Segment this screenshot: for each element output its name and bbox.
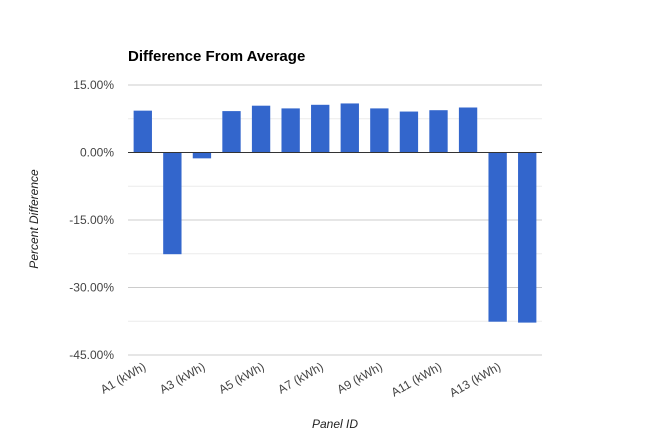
x-tick-label: A7 (kWh) bbox=[275, 359, 325, 396]
bar bbox=[429, 110, 448, 153]
bar bbox=[281, 108, 300, 153]
gridlines bbox=[128, 84, 542, 356]
y-tick-label: 15.00% bbox=[73, 78, 114, 92]
bar bbox=[458, 107, 478, 153]
y-tick-label: -15.00% bbox=[69, 213, 114, 227]
y-tick-label: -30.00% bbox=[69, 281, 114, 295]
bar bbox=[222, 111, 241, 153]
bar bbox=[370, 108, 389, 153]
bar bbox=[163, 152, 182, 255]
x-tick-label: A3 (kWh) bbox=[157, 359, 207, 396]
y-axis-title: Percent Difference bbox=[27, 169, 41, 269]
bar bbox=[340, 103, 359, 153]
x-tick-label: A11 (kWh) bbox=[389, 359, 444, 399]
y-tick-label: 0.00% bbox=[80, 146, 114, 160]
y-tick-label: -45.00% bbox=[69, 348, 114, 362]
x-axis-title: Panel ID bbox=[312, 417, 358, 431]
x-tick-label: A13 (kWh) bbox=[447, 359, 503, 399]
x-axis-ticks: A1 (kWh) A3 (kWh) A5 (kWh) A7 (kWh) A9 (kWh)… bbox=[98, 359, 503, 399]
y-axis-ticks: 15.00% 0.00% -15.00% -30.00% -45.00% bbox=[69, 78, 114, 362]
x-tick-label: A9 (kWh) bbox=[335, 359, 385, 396]
bar bbox=[192, 152, 212, 159]
x-tick-label: A5 (kWh) bbox=[216, 359, 266, 396]
chart-title: Difference From Average bbox=[128, 48, 305, 65]
bar bbox=[518, 152, 537, 323]
bars bbox=[133, 103, 537, 323]
x-tick-label: A1 (kWh) bbox=[98, 359, 148, 396]
bar bbox=[488, 152, 507, 322]
bar bbox=[311, 104, 330, 153]
bar bbox=[133, 110, 152, 153]
bar bbox=[399, 111, 419, 153]
bar bbox=[251, 105, 271, 153]
